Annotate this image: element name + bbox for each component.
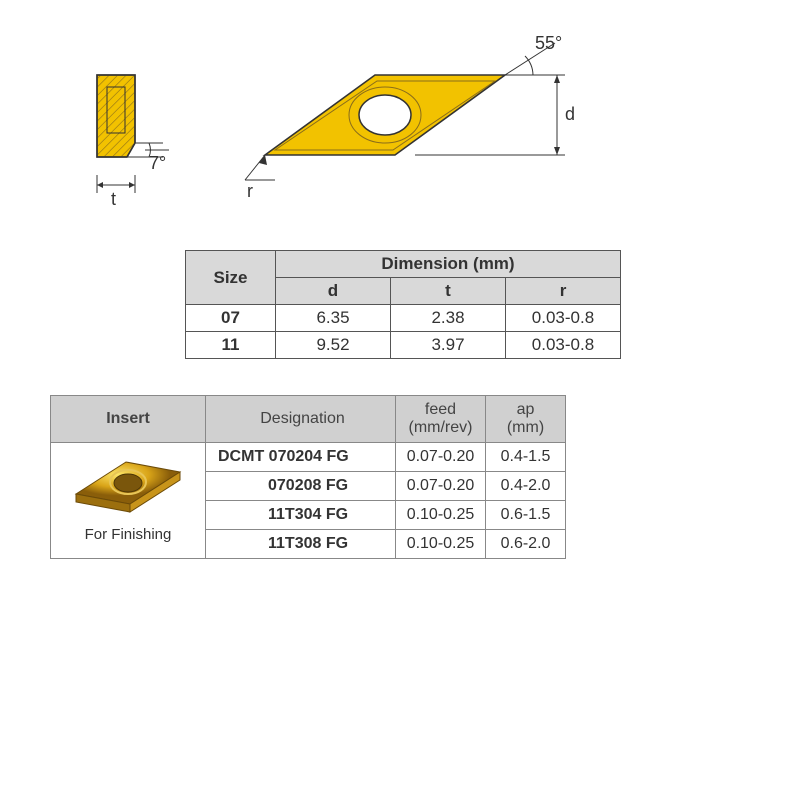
finishing-label: For Finishing (85, 526, 172, 543)
size-header: Size (186, 251, 276, 305)
r-label: r (247, 181, 253, 201)
col-d: d (276, 278, 391, 305)
insert-header: Insert (51, 396, 206, 443)
col-t: t (391, 278, 506, 305)
designation-cell: 070208 FG (206, 472, 396, 501)
designation-header: Designation (206, 396, 396, 443)
angle-7-label: 7° (149, 153, 166, 173)
col-r: r (506, 278, 621, 305)
table-row: 11 9.52 3.97 0.03-0.8 (186, 332, 621, 359)
ap-header: ap (mm) (486, 396, 566, 443)
table-row: For Finishing DCMT 070204 FG 0.07-0.20 0… (51, 443, 566, 472)
t-label: t (111, 189, 116, 209)
d-label: d (565, 104, 575, 124)
table-row: 07 6.35 2.38 0.03-0.8 (186, 305, 621, 332)
angle-55-label: 55° (535, 35, 562, 53)
feed-header: feed (mm/rev) (396, 396, 486, 443)
designation-cell: 11T308 FG (206, 530, 396, 559)
insert-image-cell: For Finishing (51, 443, 206, 559)
designation-cell: 11T304 FG (206, 501, 396, 530)
insert-3d-icon (68, 448, 188, 520)
insert-designation-table: Insert Designation feed (mm/rev) ap (mm) (50, 395, 566, 559)
designation-cell: DCMT 070204 FG (206, 443, 396, 472)
size-dimension-table: Size Dimension (mm) d t r 07 6.35 2.38 0… (185, 250, 621, 359)
top-view-drawing: 55° d r (225, 35, 605, 235)
dimension-header: Dimension (mm) (276, 251, 621, 278)
technical-diagram: 7° t 55° d r (85, 55, 625, 235)
side-view-drawing: 7° t (85, 65, 215, 225)
